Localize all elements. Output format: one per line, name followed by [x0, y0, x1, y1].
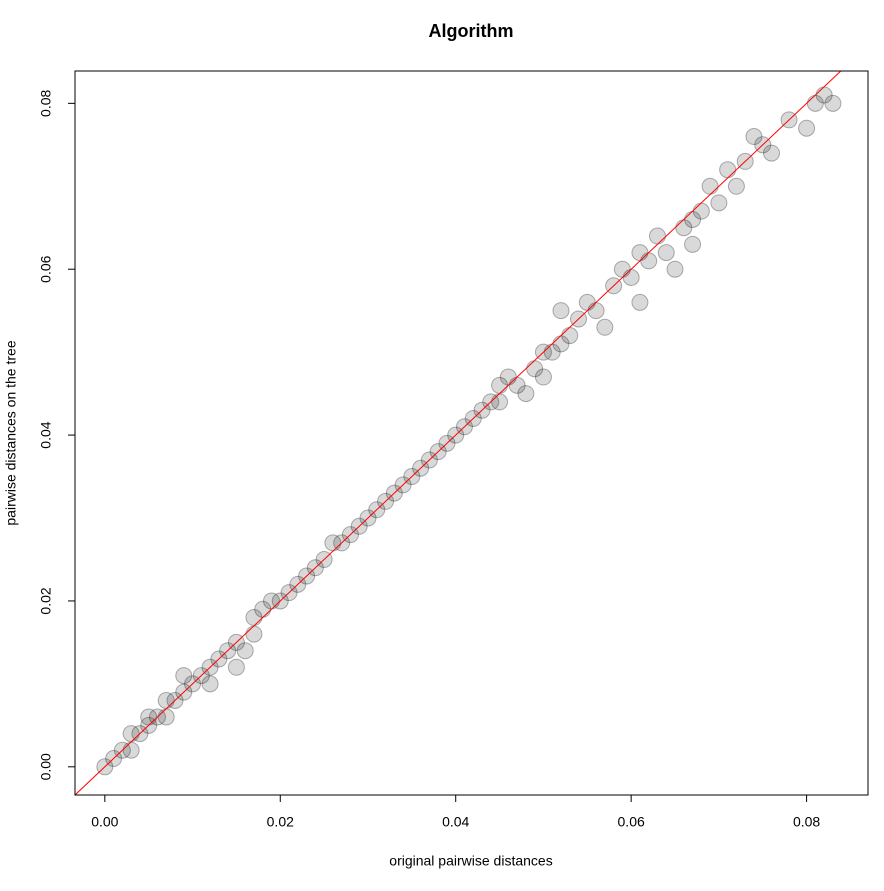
point — [122, 741, 140, 759]
point — [561, 327, 579, 345]
point — [648, 227, 666, 245]
x-tick-label: 0.06 — [618, 814, 645, 830]
reference-line — [75, 71, 842, 795]
point — [719, 161, 737, 179]
y-tick-label: 0.06 — [38, 255, 54, 282]
point — [517, 385, 535, 403]
point — [727, 177, 745, 195]
y-tick-label: 0.00 — [38, 753, 54, 780]
x-tick-label: 0.08 — [793, 814, 820, 830]
point — [596, 318, 614, 336]
x-axis-label: original pairwise distances — [389, 853, 552, 869]
y-tick-label: 0.08 — [38, 90, 54, 117]
x-tick-label: 0.00 — [91, 814, 118, 830]
y-axis-label: pairwise distances on the tree — [3, 340, 19, 525]
y-tick-label: 0.02 — [38, 587, 54, 614]
point — [552, 302, 570, 320]
point — [640, 252, 658, 270]
point — [710, 194, 728, 212]
point — [236, 642, 254, 660]
point — [631, 293, 649, 311]
point — [245, 625, 263, 643]
point — [666, 260, 684, 278]
x-tick-label: 0.02 — [267, 814, 294, 830]
point — [587, 302, 605, 320]
point — [201, 675, 219, 693]
x-tick-label: 0.04 — [442, 814, 469, 830]
point — [798, 119, 816, 137]
y-tick-label: 0.04 — [38, 421, 54, 448]
point — [684, 235, 702, 253]
plot-area — [75, 71, 842, 795]
point — [157, 708, 175, 726]
point — [745, 128, 763, 146]
point — [227, 658, 245, 676]
point — [175, 667, 193, 685]
plot-frame — [74, 70, 869, 796]
point — [657, 244, 675, 262]
chart-title: Algorithm — [429, 21, 514, 41]
point — [692, 202, 710, 220]
point — [622, 269, 640, 287]
point — [824, 94, 842, 112]
point — [491, 393, 509, 411]
point — [701, 177, 719, 195]
point — [763, 144, 781, 162]
point — [534, 368, 552, 386]
